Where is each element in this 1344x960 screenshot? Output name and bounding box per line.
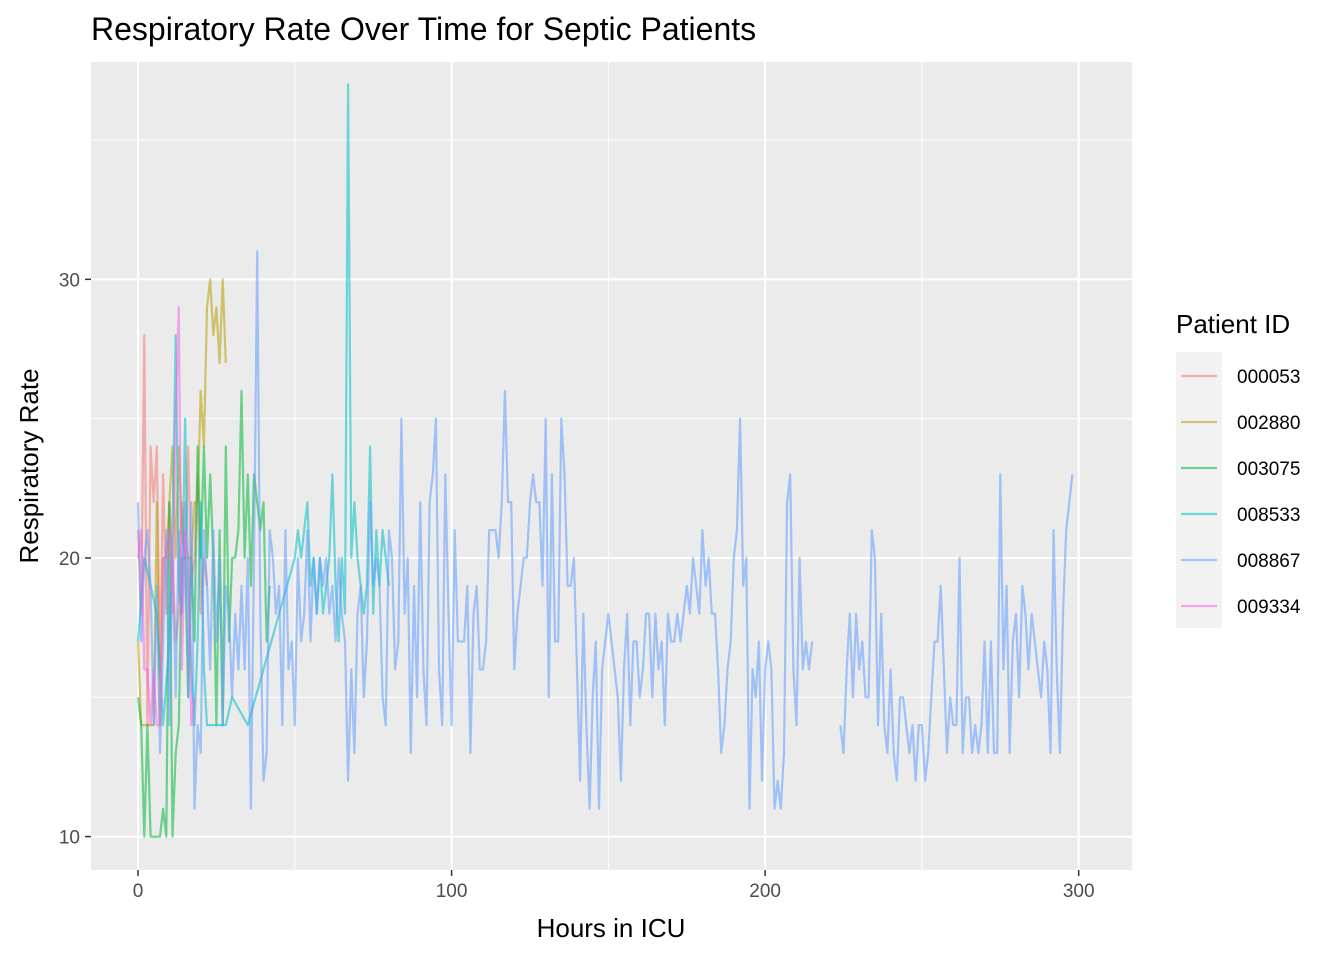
x-tick-label: 100: [436, 881, 468, 902]
y-tick-label: 20: [59, 549, 80, 570]
plot-panel: [91, 62, 1132, 870]
x-axis-title: Hours in ICU: [537, 913, 686, 943]
series-line-009334: [136, 306, 196, 727]
legend-label-000053: 000053: [1237, 367, 1300, 388]
x-tick-label: 0: [133, 881, 144, 902]
legend-label-009334: 009334: [1237, 597, 1301, 618]
x-tick-label: 300: [1063, 881, 1095, 902]
legend-key-background: [1176, 352, 1222, 628]
x-tick-label: 200: [749, 881, 781, 902]
legend-label-008867: 008867: [1237, 551, 1300, 572]
legend: Patient ID 000053 002880 003075 008533 00886…: [1176, 309, 1301, 628]
chart-title: Respiratory Rate Over Time for Septic Pa…: [91, 11, 756, 47]
series-line-008867: [136, 250, 814, 810]
y-tick-label: 10: [59, 828, 80, 849]
series-line-008867: [839, 473, 1074, 782]
series-line-003075: [136, 389, 271, 838]
legend-title: Patient ID: [1176, 309, 1290, 339]
legend-label-002880: 002880: [1237, 413, 1300, 434]
minor-gridlines: [91, 62, 1132, 870]
x-axis: 0 100 200 300: [133, 870, 1095, 902]
y-axis-title: Respiratory Rate: [14, 368, 44, 563]
y-axis: 10 20 30: [59, 270, 91, 849]
legend-label-003075: 003075: [1237, 459, 1300, 480]
y-tick-label: 30: [59, 270, 80, 291]
series-lines: [136, 83, 1074, 838]
legend-label-008533: 008533: [1237, 505, 1300, 526]
